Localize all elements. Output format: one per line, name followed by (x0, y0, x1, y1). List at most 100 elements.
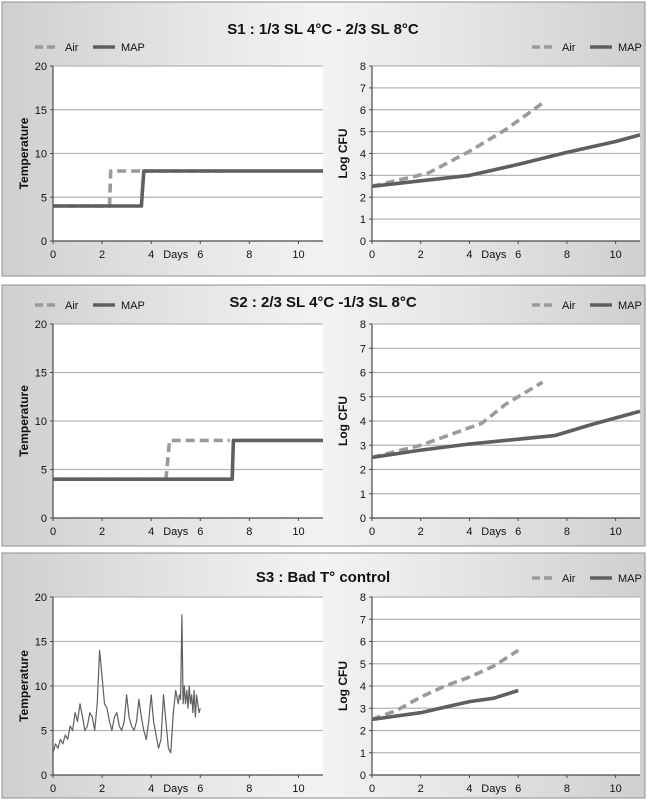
y-axis-label: Temperature (17, 385, 31, 457)
x-tick-label: 10 (292, 249, 304, 261)
x-tick-label: 6 (197, 526, 203, 538)
y-tick-label: 5 (41, 465, 47, 477)
x-tick-label: 10 (610, 249, 622, 261)
y-tick-label: 15 (35, 637, 47, 649)
panel-border (1, 552, 646, 799)
x-axis-label: Days (163, 526, 189, 538)
chart-title: S1 : 1/3 SL 4°C - 2/3 SL 8°C (227, 21, 419, 38)
panel-border (1, 1, 646, 277)
legend: Air MAP (35, 42, 145, 54)
map-series-line (371, 133, 641, 189)
y-tick-label: 0 (41, 770, 47, 782)
x-tick-label: 4 (466, 249, 472, 261)
map-series-line (53, 438, 323, 482)
x-tick-label: 6 (515, 249, 521, 261)
y-tick-label: 4 (360, 681, 366, 693)
y-tick-label: 8 (360, 61, 366, 73)
y-axis-label: Temperature (17, 117, 31, 189)
x-tick-label: 4 (148, 783, 154, 795)
chart-s2-log-cfu: 0 1 2 3 4 5 6 7 8 0 2 4 6 8 10 Days Log CFU Air MAP (336, 300, 642, 538)
x-tick-label: 4 (466, 526, 472, 538)
legend-air-label: Air (65, 42, 79, 54)
y-axis-label: Log CFU (336, 661, 350, 711)
x-tick-label: 8 (246, 526, 252, 538)
legend-map-label: MAP (618, 300, 642, 312)
y-tick-label: 15 (35, 105, 47, 117)
y-tick-label: 0 (41, 236, 47, 248)
x-tick-label: 10 (610, 526, 622, 538)
y-tick-label: 6 (360, 368, 366, 380)
y-tick-label: 5 (41, 726, 47, 738)
map-series-line (371, 688, 519, 722)
x-tick-label: 10 (292, 526, 304, 538)
y-tick-label: 4 (360, 416, 366, 428)
legend-air-label: Air (65, 300, 79, 312)
x-tick-label: 0 (50, 783, 56, 795)
y-tick-label: 5 (360, 659, 366, 671)
y-tick-label: 3 (360, 440, 366, 452)
x-tick-label: 0 (50, 249, 56, 261)
chart-title: S3 : Bad T° control (256, 569, 390, 586)
x-tick-label: 4 (148, 249, 154, 261)
x-tick-label: 8 (564, 249, 570, 261)
legend-map-label: MAP (121, 42, 145, 54)
x-tick-label: 0 (50, 526, 56, 538)
x-axis-label: Days (481, 249, 507, 261)
x-tick-label: 6 (197, 783, 203, 795)
y-tick-label: 7 (360, 343, 366, 355)
x-tick-label: 2 (99, 783, 105, 795)
x-tick-label: 2 (99, 526, 105, 538)
y-tick-label: 10 (35, 149, 47, 161)
x-tick-label: 4 (466, 783, 472, 795)
legend: Air MAP (532, 573, 642, 585)
x-tick-label: 2 (418, 249, 424, 261)
y-tick-label: 0 (360, 513, 366, 525)
y-tick-label: 10 (35, 681, 47, 693)
x-tick-label: 8 (564, 783, 570, 795)
x-tick-label: 2 (418, 526, 424, 538)
y-axis-label: Log CFU (336, 129, 350, 179)
chart-s3-log-cfu: 0 1 2 3 4 5 6 7 8 0 2 4 6 8 10 Days Log CFU Air MAP (336, 573, 642, 795)
x-tick-label: 10 (610, 783, 622, 795)
chart-s1-log-cfu: 0 1 2 3 4 5 6 7 8 0 2 4 6 8 10 Days Log CFU Air MAP (336, 42, 642, 261)
y-tick-label: 8 (360, 592, 366, 604)
air-series-line (371, 648, 520, 722)
y-tick-label: 20 (35, 319, 47, 331)
y-tick-label: 7 (360, 614, 366, 626)
y-tick-label: 8 (360, 319, 366, 331)
y-tick-label: 15 (35, 368, 47, 380)
panel-border (1, 284, 646, 547)
chart-title: S2 : 2/3 SL 4°C -1/3 SL 8°C (229, 294, 417, 311)
y-tick-label: 5 (41, 192, 47, 204)
y-tick-label: 20 (35, 61, 47, 73)
y-tick-label: 0 (41, 513, 47, 525)
y-tick-label: 1 (360, 489, 366, 501)
y-tick-label: 5 (360, 127, 366, 139)
y-tick-label: 2 (360, 726, 366, 738)
x-tick-label: 6 (515, 526, 521, 538)
x-tick-label: 0 (369, 783, 375, 795)
x-tick-label: 4 (148, 526, 154, 538)
y-tick-label: 0 (360, 770, 366, 782)
y-tick-label: 6 (360, 637, 366, 649)
y-tick-label: 7 (360, 83, 366, 95)
y-tick-label: 3 (360, 170, 366, 182)
x-tick-label: 0 (369, 526, 375, 538)
x-tick-label: 2 (418, 783, 424, 795)
y-tick-label: 1 (360, 214, 366, 226)
y-axis-label: Log CFU (336, 396, 350, 446)
temperature-trace-line (52, 614, 201, 754)
x-tick-label: 6 (197, 249, 203, 261)
y-tick-label: 3 (360, 703, 366, 715)
legend: Air MAP (532, 42, 642, 54)
y-tick-label: 10 (35, 416, 47, 428)
legend-air-label: Air (562, 300, 576, 312)
x-axis-label: Days (481, 526, 507, 538)
x-axis-label: Days (163, 783, 189, 795)
y-tick-label: 1 (360, 748, 366, 760)
map-series-line (53, 169, 323, 208)
y-tick-label: 2 (360, 465, 366, 477)
y-tick-label: 5 (360, 392, 366, 404)
